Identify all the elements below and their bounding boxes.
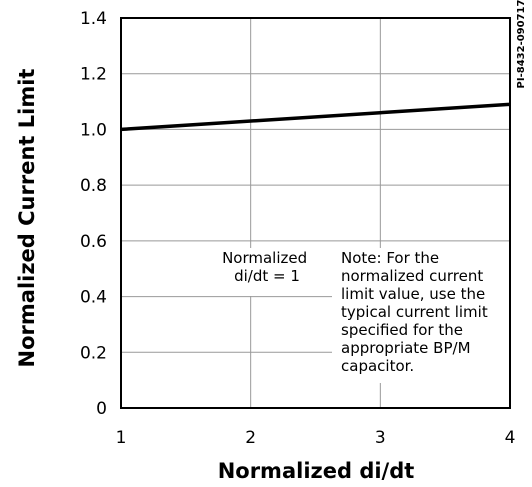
x-tick-label: 1 — [116, 428, 127, 448]
y-tick-label: 0 — [96, 399, 107, 419]
annotation-note-line: normalized current — [341, 267, 483, 285]
annotation-note-line: specified for the — [341, 321, 463, 339]
x-tick-labels: 1 2 3 4 — [116, 428, 516, 448]
annotation-di-dt-line-1: Normalized — [222, 249, 307, 267]
x-axis-title: Normalized di/dt — [218, 459, 415, 483]
annotation-di-dt: Normalized di/dt = 1 — [222, 249, 312, 285]
annotation-note-line: appropriate BP/M — [341, 339, 471, 357]
x-tick-label: 4 — [505, 428, 516, 448]
annotation-note-line: limit value, use the — [341, 285, 485, 303]
y-tick-labels: 0 0.2 0.4 0.6 0.8 1.0 1.2 1.4 — [80, 9, 107, 419]
series-lines — [120, 102, 511, 132]
grid-lines — [121, 18, 510, 408]
plot-frame — [120, 17, 511, 409]
y-tick-label: 0.4 — [80, 288, 107, 308]
annotation-di-dt-line-2: di/dt = 1 — [234, 267, 300, 285]
part-number: PI-8432-090717 — [516, 0, 527, 88]
series-line — [120, 102, 511, 132]
annotation-note-line: typical current limit — [341, 303, 488, 321]
y-tick-label: 1.0 — [80, 120, 107, 140]
x-tick-label: 3 — [375, 428, 386, 448]
annotation-note-line: Note: For the — [341, 249, 439, 267]
y-axis-title: Normalized Current Limit — [15, 69, 39, 368]
annotation-background — [210, 248, 510, 383]
annotation-note: Note: For the normalized current limit val… — [341, 249, 488, 375]
y-tick-label: 0.6 — [80, 232, 107, 252]
y-tick-label: 1.2 — [80, 65, 107, 85]
y-tick-label: 0.2 — [80, 343, 107, 363]
y-tick-label: 1.4 — [80, 9, 107, 29]
y-tick-label: 0.8 — [80, 176, 107, 196]
x-tick-label: 2 — [245, 428, 256, 448]
annotation-note-line: capacitor. — [341, 357, 414, 375]
